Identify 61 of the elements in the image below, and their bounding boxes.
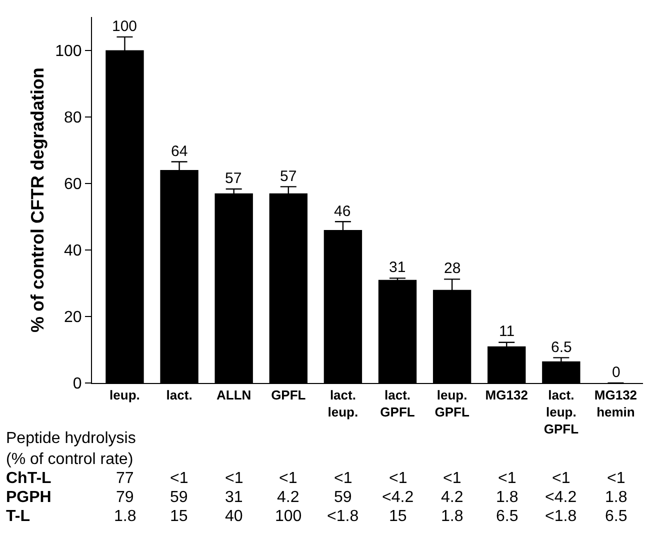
text: <1 [170,470,188,487]
text: 4.2 [277,489,300,506]
text: <1 [334,470,352,487]
text: <1.8 [545,508,577,525]
data-label: 6.5 [551,339,572,356]
text: <1.8 [327,508,359,525]
text: ChT-L [6,470,52,487]
text: 1.8 [605,489,628,506]
text: 6.5 [605,508,628,525]
text: <1 [552,470,570,487]
text: 1.8 [441,508,464,525]
text: <4.2 [545,489,577,506]
x-tick-label: leup. GPFL [434,388,470,420]
x-tick-label: leup. [110,388,140,403]
data-label: 31 [389,259,406,276]
text: 31 [225,489,243,506]
x-tick-label: lact. [166,388,192,403]
x-tick-label: lact. leup. [328,388,358,420]
text: <1 [607,470,626,487]
text: <1 [498,470,516,487]
text: 6.5 [496,508,518,525]
text: 1.8 [114,508,136,525]
y-tick-label: 100 [55,42,82,60]
y-axis-title: % of control CFTR degradation [27,68,48,332]
text: 100 [275,508,302,525]
y-tick-label: 60 [64,176,82,193]
text: 4.2 [441,489,464,506]
data-label: 46 [334,203,351,220]
x-tick-label: lact. GPFL [380,388,415,420]
data-label: 57 [280,168,297,185]
text: 59 [334,489,352,506]
text: PGPH [6,489,52,506]
text: <1 [225,470,244,487]
text: 1.8 [496,489,518,506]
x-tick-label: GPFL [271,388,306,403]
x-tick-label: lact. leup. GPFL [544,388,579,436]
data-label: 0 [612,364,620,381]
y-tick-label: 40 [64,242,82,260]
text: T-L [6,508,30,525]
text: <1 [443,470,462,487]
text: 40 [225,508,243,525]
data-label: 57 [225,170,242,187]
data-label: 64 [171,143,188,160]
x-tick-label: MG132 [485,388,528,403]
text: 59 [170,489,188,506]
x-tick-label: MG132 hemin [594,388,638,420]
text: 79 [116,489,134,506]
data-label: 28 [444,260,461,277]
text: 15 [170,508,188,525]
text: 77 [116,470,134,487]
text: <1 [279,470,298,487]
x-tick-label: ALLN [216,388,252,403]
y-tick-label: 0 [72,376,82,393]
text: 15 [389,508,407,525]
y-tick-label: 20 [64,309,82,326]
text: <4.2 [382,489,414,506]
text: Peptide hydrolysis (% of control rate) [6,430,136,468]
data-label: 100 [112,18,138,35]
data-label: 11 [499,323,515,340]
text: <1 [389,470,408,487]
y-tick-label: 80 [64,109,82,126]
